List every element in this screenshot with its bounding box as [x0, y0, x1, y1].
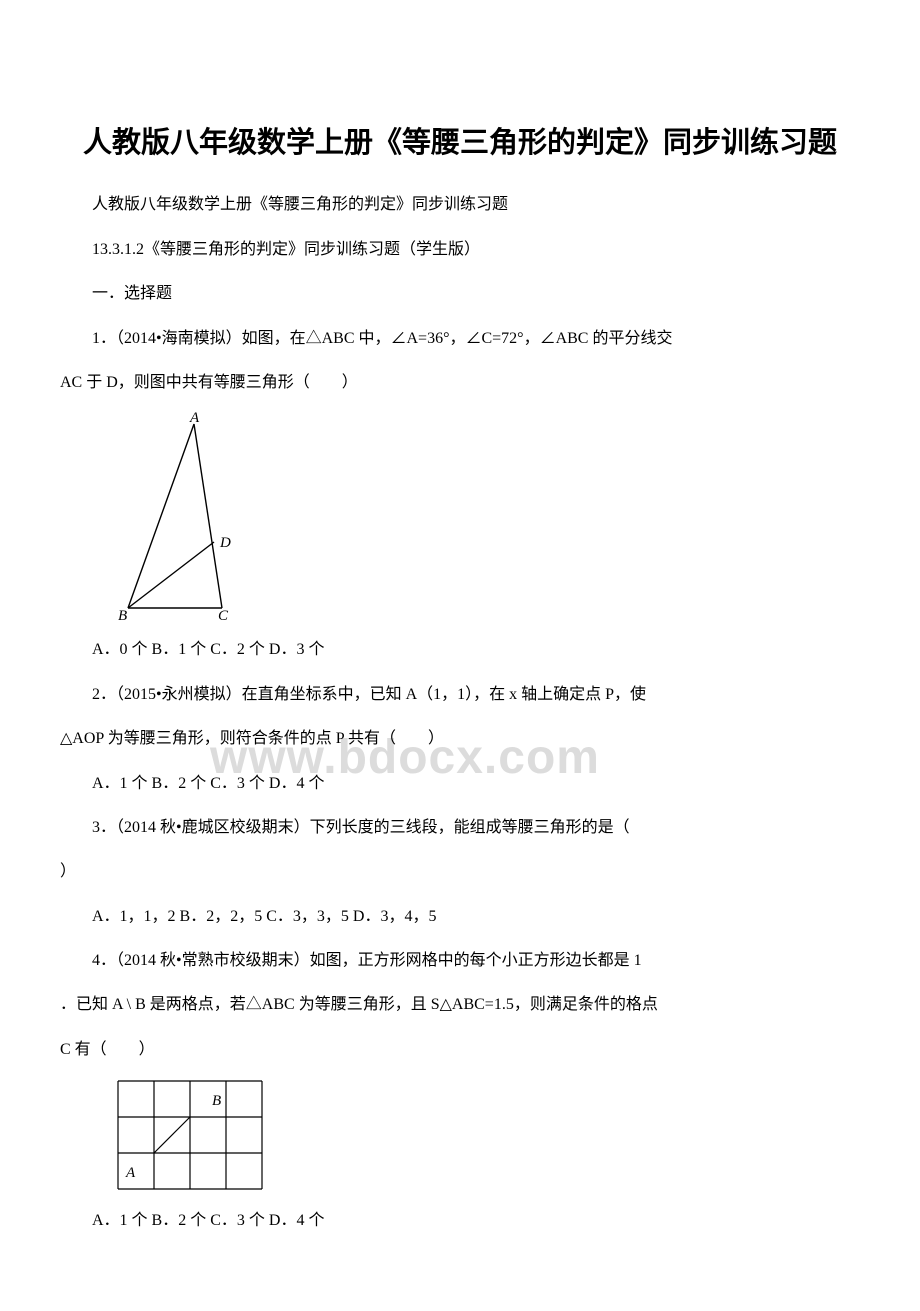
q1-figure: A B C D	[116, 412, 860, 625]
q1-line1: 1．（2014•海南模拟）如图，在△ABC 中，∠A=36°，∠C=72°，∠A…	[60, 324, 860, 354]
doc-title: 人教版八年级数学上册《等腰三角形的判定》同步训练习题	[60, 120, 860, 166]
section-number: 13.3.1.2《等腰三角形的判定》同步训练习题（学生版）	[60, 235, 860, 265]
section-heading: 一．选择题	[60, 279, 860, 309]
q1-options: A．0 个 B．1 个 C．2 个 D．3 个	[60, 635, 860, 665]
q3-line2: ）	[60, 857, 860, 887]
svg-text:A: A	[189, 412, 200, 426]
svg-text:C: C	[218, 608, 229, 620]
q3-line1: 3．（2014 秋•鹿城区校级期末）下列长度的三线段，能组成等腰三角形的是（	[60, 813, 860, 843]
triangle-figure: A B C D	[116, 412, 272, 620]
q4-figure: AB	[116, 1079, 860, 1196]
svg-text:D: D	[219, 535, 231, 551]
q2-options: A．1 个 B．2 个 C．3 个 D．4 个	[60, 769, 860, 799]
q2-line1: 2．（2015•永州模拟）在直角坐标系中，已知 A（1，1），在 x 轴上确定点…	[60, 680, 860, 710]
q2-line2: △AOP 为等腰三角形，则符合条件的点 P 共有（ ）	[60, 724, 860, 754]
q3-options: A．1，1，2 B．2，2，5 C．3，3，5 D．3，4，5	[60, 902, 860, 932]
svg-text:A: A	[125, 1165, 136, 1181]
q4-line2: ．已知 A \ B 是两格点，若△ABC 为等腰三角形，且 S△ABC=1.5，…	[60, 990, 860, 1020]
subtitle: 人教版八年级数学上册《等腰三角形的判定》同步训练习题	[60, 190, 860, 220]
q4-line3: C 有（ ）	[60, 1035, 860, 1065]
q4-line1: 4．（2014 秋•常熟市校级期末）如图，正方形网格中的每个小正方形边长都是 1	[60, 946, 860, 976]
svg-text:B: B	[118, 608, 127, 620]
svg-text:B: B	[212, 1093, 221, 1109]
grid-figure: AB	[116, 1079, 268, 1191]
q1-line2: AC 于 D，则图中共有等腰三角形（ ）	[60, 368, 860, 398]
q4-options: A．1 个 B．2 个 C．3 个 D．4 个	[60, 1206, 860, 1236]
